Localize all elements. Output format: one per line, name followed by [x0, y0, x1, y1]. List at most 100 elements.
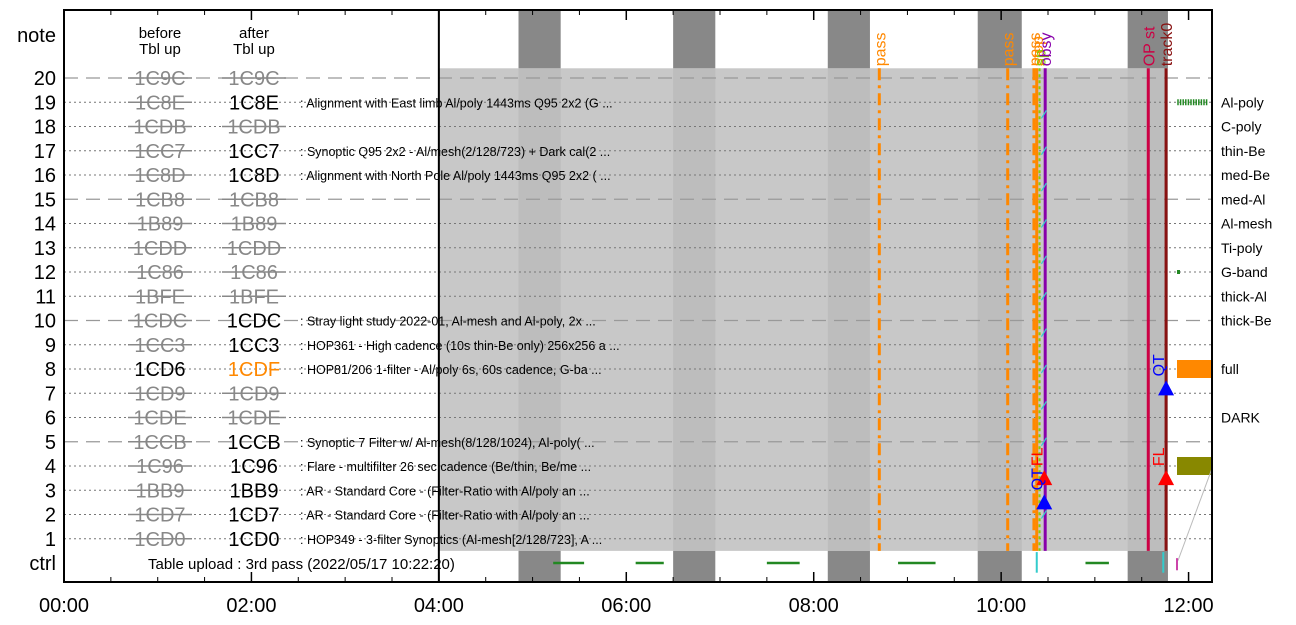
table-cell-after: 1CD7: [228, 505, 279, 527]
y-label: 9: [45, 335, 56, 357]
table-cell-after: 1CD0: [228, 529, 279, 551]
event-vline-label: pass: [1001, 33, 1018, 67]
y-label: 14: [34, 214, 56, 236]
obs-tick: [1040, 291, 1047, 301]
event-marker: [1158, 470, 1175, 486]
decor-line: [1177, 468, 1213, 561]
night-band-bottom: [827, 550, 870, 582]
filter-activity: [1177, 360, 1212, 378]
x-tick-label: 10:00: [976, 595, 1026, 617]
table-cell-description: : Flare - multifilter 26 sec cadence (Be…: [300, 460, 591, 474]
night-band-mid: [673, 68, 716, 551]
event-marker: [1036, 470, 1053, 486]
event-vline-label: pass: [872, 33, 889, 67]
table-cell-after: 1CD9: [228, 383, 279, 405]
column-header-after: Tbl up: [233, 41, 275, 58]
table-cell-description: : AR - Standard Core - (Filter-Ratio wit…: [300, 484, 590, 498]
table-cell-after: 1CCB: [227, 432, 280, 454]
table-cell-before: 1CC7: [134, 141, 185, 163]
filter-label: Al-poly: [1221, 94, 1264, 110]
y-label: 7: [45, 383, 56, 405]
obs-tick: [1040, 364, 1047, 374]
x-tick-label: 04:00: [414, 595, 464, 617]
obs-tick: [1040, 255, 1047, 265]
night-band-mid: [827, 68, 870, 551]
y-label: 18: [34, 117, 56, 139]
y-label: 17: [34, 141, 56, 163]
table-cell-before: 1CDB: [133, 117, 186, 139]
table-cell-description: : HOP361 - High cadence (10s thin-Be onl…: [300, 339, 620, 353]
table-cell-after: 1C86: [230, 262, 278, 284]
y-top-label: note: [17, 25, 56, 47]
table-cell-before: 1B89: [137, 214, 184, 236]
table-cell-after: 1CDE: [227, 408, 280, 430]
table-cell-before: 1CD9: [134, 383, 185, 405]
table-cell-after: 1CDF: [228, 359, 280, 381]
table-cell-before: 1BFE: [135, 286, 185, 308]
table-cell-description: : Alignment with East limb Al/poly 1443m…: [300, 96, 613, 110]
filter-label: G-band: [1221, 264, 1268, 280]
obs-tick: [1040, 437, 1047, 447]
table-cell-before: 1CDC: [133, 311, 187, 333]
night-band-top: [977, 10, 1022, 69]
event-vline-label: OP st: [1141, 26, 1158, 66]
table-cell-description: : Stray light study 2022-01, Al-mesh and…: [300, 315, 596, 329]
event-marker-label: FL: [1029, 447, 1046, 466]
y-label: 5: [45, 432, 56, 454]
y-label: 12: [34, 262, 56, 284]
table-cell-after: 1B89: [231, 214, 278, 236]
column-header-after: after: [239, 25, 269, 42]
y-label: 19: [34, 92, 56, 114]
y-label: 10: [34, 311, 56, 333]
column-header-before: before: [139, 25, 182, 42]
event-marker: [1158, 380, 1175, 396]
table-cell-description: : AR - Standard Core - (Filter-Ratio wit…: [300, 509, 590, 523]
night-band-bottom: [673, 550, 716, 582]
filter-activity: [1177, 270, 1180, 274]
y-label: 1: [45, 529, 56, 551]
x-tick-label: 08:00: [789, 595, 839, 617]
event-vline-label: pass: [1027, 33, 1044, 67]
y-label: 13: [34, 238, 56, 260]
night-band-top: [827, 10, 870, 69]
table-cell-description: : Alignment with North Pole Al/poly 1443…: [300, 169, 611, 183]
filter-label: DARK: [1221, 410, 1261, 426]
y-label: 8: [45, 359, 56, 381]
night-band-mid: [977, 68, 1022, 551]
table-cell-after: 1CDB: [227, 117, 280, 139]
night-band-top: [1127, 10, 1168, 69]
event-marker-label: QT: [1029, 468, 1046, 490]
table-cell-before: 1C8E: [135, 92, 185, 114]
table-cell-before: 1CDE: [133, 408, 186, 430]
obs-tick: [1040, 401, 1047, 410]
x-tick-label: 00:00: [39, 595, 89, 617]
filter-label: thin-Be: [1221, 143, 1266, 159]
x-tick-label: 12:00: [1164, 595, 1214, 617]
filter-label: med-Be: [1221, 167, 1270, 183]
x-tick-label: 06:00: [601, 595, 651, 617]
y-label: 3: [45, 480, 56, 502]
night-band-top: [518, 10, 561, 69]
table-cell-description: : Synoptic 7 Filter w/ Al-mesh(8/128/102…: [300, 436, 595, 450]
table-cell-before: 1CDD: [133, 238, 187, 260]
event-vline-label: sp: [1033, 49, 1050, 66]
y-label: ctrl: [29, 553, 56, 575]
y-label: 15: [34, 189, 56, 211]
filter-label: C-poly: [1221, 119, 1261, 135]
table-cell-after: 1BB9: [230, 480, 279, 502]
table-cell-after: 1C9C: [228, 68, 279, 90]
table-cell-description: : HOP81/206 1-filter - Al/poly 6s, 60s c…: [300, 363, 602, 377]
filter-label: med-Al: [1221, 191, 1265, 207]
table-cell-before: 1C9C: [134, 68, 185, 90]
night-band-bottom: [518, 550, 561, 582]
column-header-before: Tbl up: [139, 41, 181, 58]
event-vline-label: track0: [1159, 23, 1176, 67]
obs-tick: [1040, 182, 1047, 192]
filter-label: thick-Be: [1221, 313, 1272, 329]
ctrl-text: Table upload : 3rd pass (2022/05/17 10:2…: [148, 556, 455, 573]
table-cell-before: 1CB8: [135, 189, 185, 211]
table-cell-before: 1CCB: [133, 432, 186, 454]
